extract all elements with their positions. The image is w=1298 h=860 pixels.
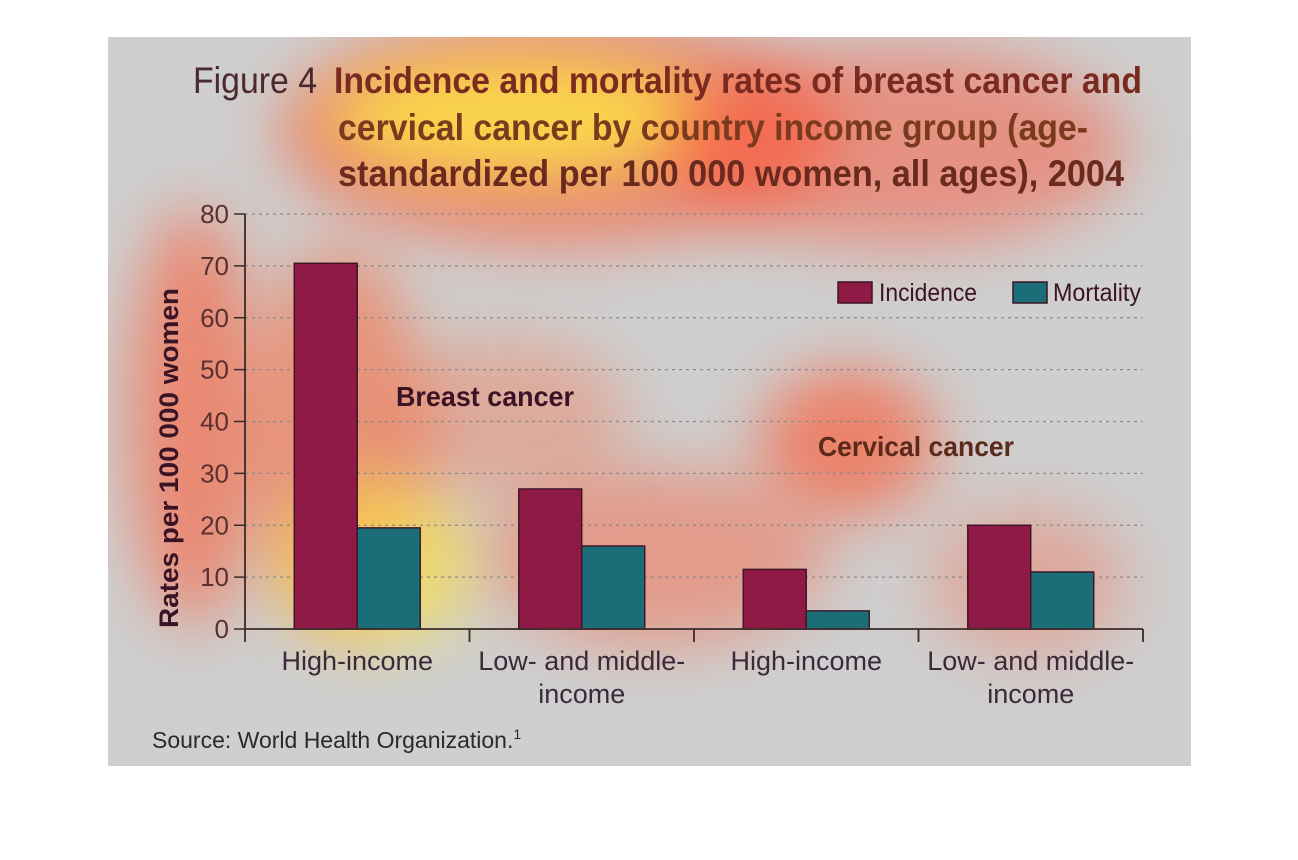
source-note: Source: World Health Organization.1	[152, 726, 521, 753]
y-tick-label: 0	[215, 614, 229, 644]
bar-mortality-1	[581, 545, 646, 630]
bar-mortality-0	[356, 527, 421, 630]
bars-layer	[293, 262, 1095, 630]
y-tick-label: 70	[200, 251, 229, 281]
axis-layer: 0 10 20 30 40 50 60 70 80 High-income Low- and mid…	[200, 199, 1144, 709]
figure-title-line-1: Incidence and mortality rates of breast …	[334, 60, 1142, 101]
bar-mortality-3	[1030, 571, 1095, 630]
x-tick-label: income	[538, 679, 625, 709]
group-label-cervical-cancer: Cervical cancer	[818, 431, 1014, 462]
legend-swatch-incidence	[837, 281, 873, 304]
y-tick-label: 20	[200, 510, 229, 540]
bar-incidence-1	[518, 488, 583, 630]
y-axis-label: Rates per 100 000 women	[154, 288, 184, 628]
figure-label: Figure 4	[193, 60, 317, 101]
figure-panel: Figure 4 Incidence and mortality rates o…	[108, 37, 1191, 766]
source-superscript: 1	[513, 726, 521, 742]
y-tick-label: 60	[200, 303, 229, 333]
bar-incidence-2	[742, 568, 807, 630]
bar-incidence-3	[967, 524, 1032, 630]
legend-label-incidence: Incidence	[879, 279, 977, 307]
x-tick-label: High-income	[281, 646, 433, 676]
y-tick-label: 40	[200, 407, 229, 437]
legend-swatch-mortality	[1012, 281, 1048, 304]
source-text: Source: World Health Organization.	[152, 727, 513, 753]
y-tick-label: 30	[200, 458, 229, 488]
group-label-breast-cancer: Breast cancer	[396, 381, 574, 412]
chart: Figure 4 Incidence and mortality rates o…	[152, 60, 1144, 753]
x-tick-label: income	[987, 679, 1074, 709]
bar-mortality-2	[805, 610, 870, 630]
y-tick-label: 80	[200, 199, 229, 229]
legend: Incidence Mortality	[837, 279, 1141, 307]
grid-layer	[245, 213, 1143, 578]
x-tick-label: High-income	[730, 646, 882, 676]
bar-incidence-0	[293, 262, 358, 630]
figure-title-line-3: standardized per 100 000 women, all ages…	[338, 153, 1124, 194]
figure-title-line-2: cervical cancer by country income group …	[338, 107, 1088, 148]
y-tick-label: 10	[200, 562, 229, 592]
legend-label-mortality: Mortality	[1053, 279, 1141, 307]
x-tick-label: Low- and middle-	[927, 646, 1134, 676]
y-tick-label: 50	[200, 355, 229, 385]
x-tick-label: Low- and middle-	[478, 646, 685, 676]
